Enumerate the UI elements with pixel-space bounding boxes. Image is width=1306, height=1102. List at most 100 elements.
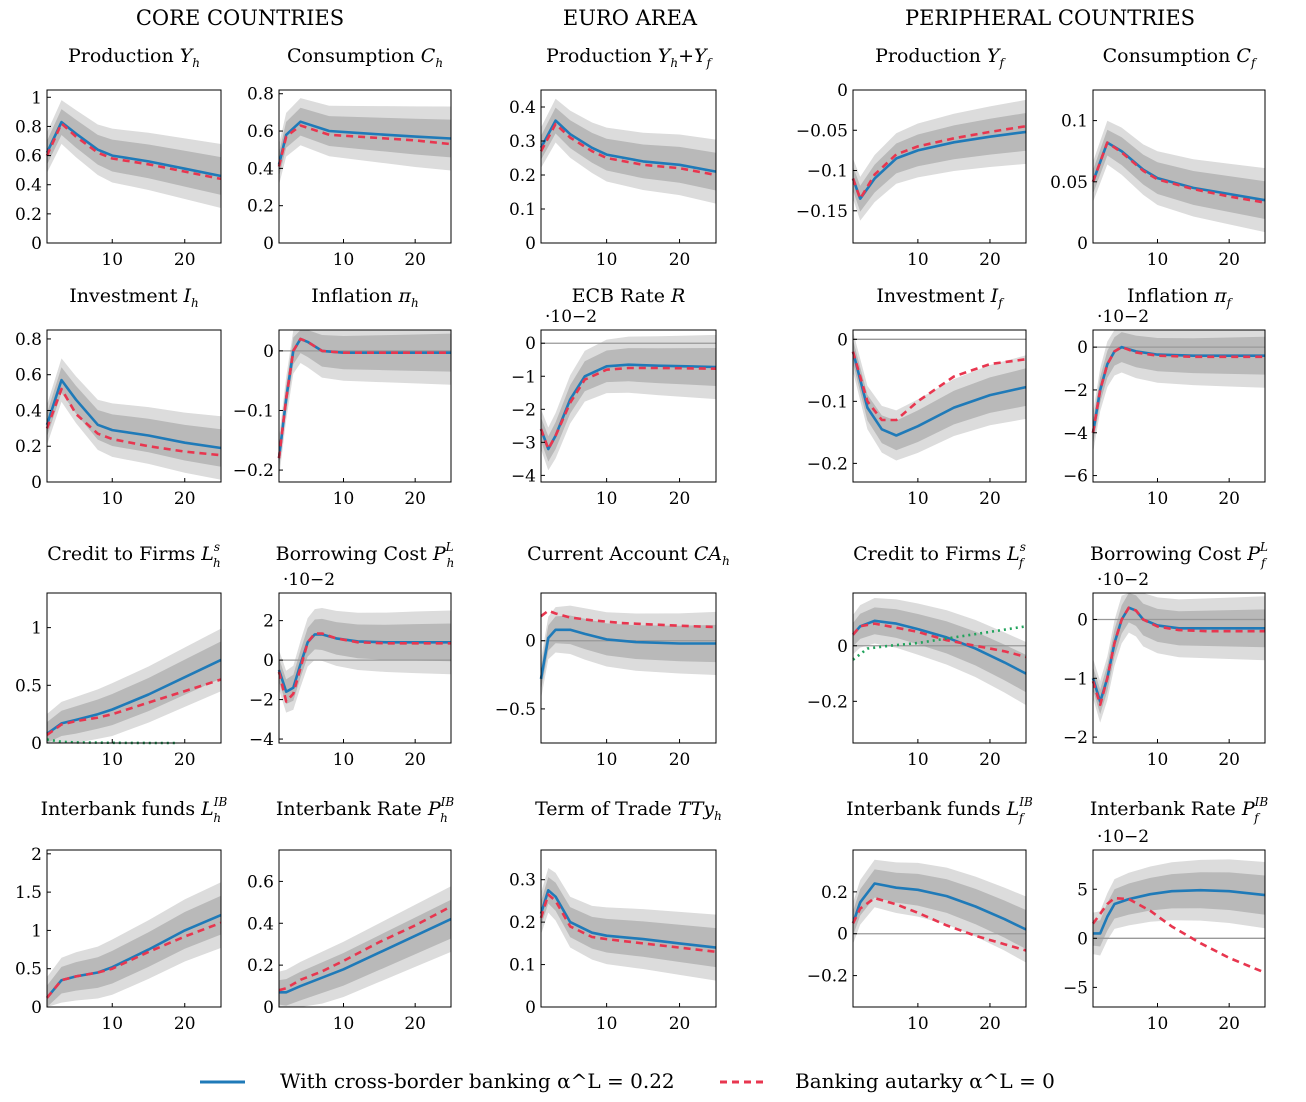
chart-core_inflation: −0.2 −0.1 0 10 20 Inflation πh xyxy=(233,285,452,509)
y-tick-label: 1 xyxy=(31,921,42,941)
y-tick-label: 0.6 xyxy=(15,147,42,167)
x-tick-label: 10 xyxy=(101,750,123,770)
y-tick-label: −0.1 xyxy=(807,162,848,182)
scale-label: ·10−2 xyxy=(283,570,335,590)
x-tick-label: 20 xyxy=(1218,250,1240,270)
chart-title: Interbank Rate PIB f xyxy=(1090,795,1269,825)
x-tick-label: 10 xyxy=(907,250,929,270)
x-tick-label: 10 xyxy=(596,1014,618,1034)
plot-frame xyxy=(852,329,1027,483)
y-tick-label: −0.2 xyxy=(807,692,848,712)
x-tick-label: 20 xyxy=(174,489,196,509)
series-line-1 xyxy=(278,905,452,992)
y-tick-label: 0.4 xyxy=(509,98,536,118)
chart-per_interbank_funds: −0.2 0 0.2 10 20 Interbank funds LIB f xyxy=(807,795,1033,1034)
x-tick-label: 10 xyxy=(333,750,355,770)
chart-title: Inflation πf xyxy=(1127,285,1234,310)
y-tick-label: −0.1 xyxy=(233,401,274,421)
y-tick-label: 0.2 xyxy=(509,166,536,186)
series-line-1 xyxy=(540,609,717,629)
band-inner xyxy=(47,641,221,743)
chart-title: Term of Trade TTyh xyxy=(535,798,722,823)
chart-core_investment: 0 0.2 0.4 0.6 0.8 10 20 Investment Ih xyxy=(15,285,222,509)
series-line-0 xyxy=(277,120,452,165)
chart-title: ECB Rate R xyxy=(572,285,686,307)
y-tick-label: 0 xyxy=(837,330,848,350)
y-tick-label: 0 xyxy=(525,234,536,254)
band-inner xyxy=(1093,332,1265,445)
x-tick-label: 10 xyxy=(907,489,929,509)
chart-per_inflation: −6 −4 −2 0 10 20 Inflation πf·10−2 xyxy=(1063,285,1266,509)
band-inner xyxy=(1093,593,1265,715)
plot-frame xyxy=(540,89,717,244)
y-tick-label: −2 xyxy=(249,691,274,711)
series-line-0 xyxy=(539,628,716,680)
y-tick-label: 0 xyxy=(263,234,274,254)
y-tick-label: −1 xyxy=(511,367,536,387)
scale-label: ·10−2 xyxy=(1097,570,1149,590)
chart-per_borrowing: −2 −1 0 10 20 Borrowing Cost PL f·10−2 xyxy=(1063,540,1268,770)
series-line-1 xyxy=(539,893,717,954)
x-tick-label: 10 xyxy=(596,489,618,509)
chart-title: Borrowing Cost PL h xyxy=(276,540,455,570)
plot-frame xyxy=(278,592,452,744)
y-tick-label: 0.3 xyxy=(509,132,536,152)
chart-per_investment: −0.2 −0.1 0 10 20 Investment If xyxy=(807,285,1027,509)
y-tick-label: −0.05 xyxy=(796,121,848,141)
y-tick-label: −3 xyxy=(511,433,536,453)
x-tick-label: 10 xyxy=(101,489,123,509)
chart-title: Investment If xyxy=(876,285,1005,310)
series-line-1 xyxy=(852,622,1027,659)
chart-title: Consumption Ch xyxy=(287,45,443,70)
x-tick-label: 10 xyxy=(1147,1014,1169,1034)
y-tick-label: 0.2 xyxy=(509,913,536,933)
y-tick-label: −0.15 xyxy=(796,202,848,222)
series-line-0 xyxy=(279,917,452,994)
y-tick-label: 0.8 xyxy=(15,117,42,137)
y-tick-label: 0.2 xyxy=(247,197,274,217)
x-tick-label: 20 xyxy=(174,750,196,770)
x-tick-label: 10 xyxy=(907,750,929,770)
x-tick-label: 20 xyxy=(979,750,1001,770)
legend-label-autarky: Banking autarky α^L = 0 xyxy=(795,1069,1055,1093)
series-line-1 xyxy=(851,896,1027,952)
group-title-peripheral: PERIPHERAL COUNTRIES xyxy=(904,6,1196,30)
x-tick-label: 20 xyxy=(669,750,691,770)
band-inner xyxy=(853,339,1026,451)
series-line-1 xyxy=(45,921,222,999)
y-tick-label: 0 xyxy=(1077,338,1088,358)
y-tick-label: 0.4 xyxy=(15,401,42,421)
y-tick-label: 0.6 xyxy=(15,366,42,386)
y-tick-label: 0 xyxy=(31,234,42,254)
plot-frame xyxy=(46,592,222,744)
chart-ea_production: 0 0.1 0.2 0.3 0.4 10 20 Production Yh+Yf xyxy=(509,45,717,270)
y-tick-label: 0 xyxy=(263,342,274,362)
y-tick-label: 0.05 xyxy=(1050,173,1088,193)
series-line-1 xyxy=(539,366,717,451)
x-tick-label: 20 xyxy=(1218,1014,1240,1034)
y-tick-label: −4 xyxy=(511,466,536,486)
band-inner xyxy=(541,877,716,968)
series-line-1 xyxy=(45,122,222,181)
chart-per_interbank_rate: −5 0 5 10 20 Interbank Rate PIB f·10−2 xyxy=(1063,795,1268,1034)
chart-core_borrowing: −4 −2 0 2 10 20 Borrowing Cost PL h·10−2 xyxy=(249,540,454,770)
chart-ea_terms_of_trade: 0 0.1 0.2 0.3 10 20 Term of Trade TTyh xyxy=(509,798,722,1034)
x-tick-label: 20 xyxy=(404,750,426,770)
band-inner xyxy=(279,330,451,471)
series-line-1 xyxy=(1091,141,1266,204)
x-tick-label: 10 xyxy=(333,489,355,509)
chart-per_credit: −0.2 0 10 20 Credit to Firms Ls f xyxy=(807,540,1027,770)
y-tick-label: 1 xyxy=(31,88,42,108)
y-tick-label: 0 xyxy=(31,998,42,1018)
series-line-1 xyxy=(277,337,451,459)
band-inner xyxy=(47,895,221,1007)
y-tick-label: 1 xyxy=(31,619,42,639)
y-tick-label: 0 xyxy=(837,925,848,945)
chart-title: Consumption Cf xyxy=(1103,45,1258,70)
series-line-0 xyxy=(1093,888,1266,935)
y-tick-label: −2 xyxy=(511,400,536,420)
series-line-1 xyxy=(45,387,222,457)
plot-frame xyxy=(1092,89,1266,244)
y-tick-label: 0.6 xyxy=(247,872,274,892)
chart-title: Production Yh xyxy=(68,45,200,70)
